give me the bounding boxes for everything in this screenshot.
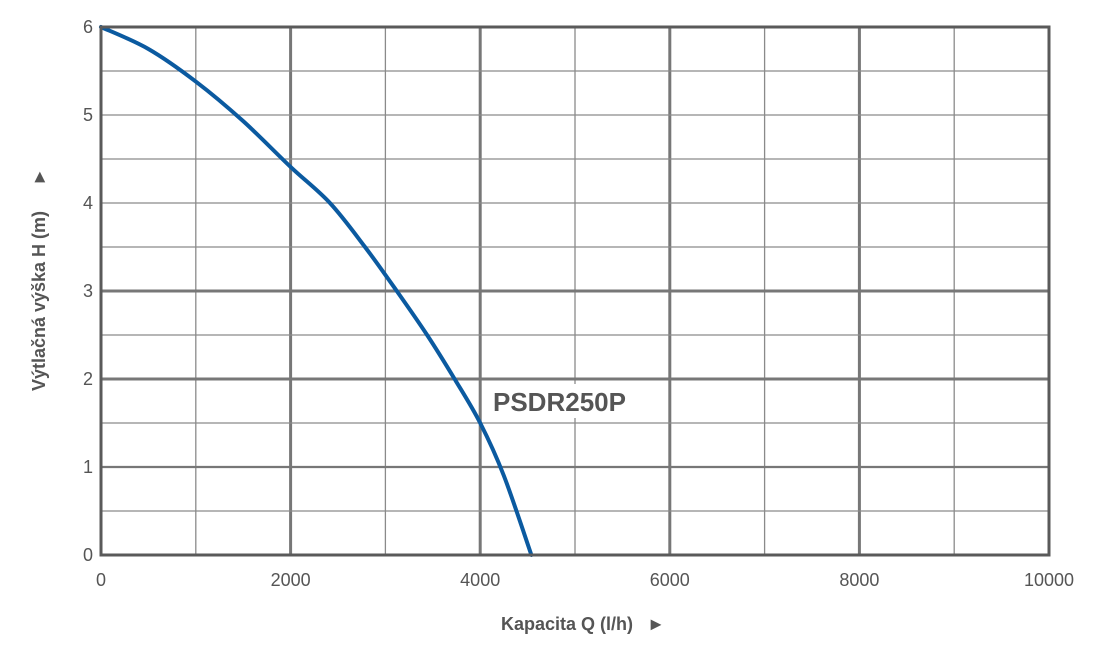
x-tick-label: 10000 xyxy=(1024,570,1074,590)
x-tick-label: 4000 xyxy=(460,570,500,590)
x-tick-label: 8000 xyxy=(839,570,879,590)
x-axis-title: Kapacita Q (l/h) xyxy=(501,614,633,634)
y-tick-label: 3 xyxy=(83,281,93,301)
series-label: PSDR250P xyxy=(493,387,626,417)
y-tick-label: 1 xyxy=(83,457,93,477)
y-tick-label: 0 xyxy=(83,545,93,565)
grid xyxy=(101,27,1049,555)
plot-border xyxy=(99,25,1051,557)
series-label-layer: PSDR250P xyxy=(490,384,642,418)
y-axis-title: Výtlačná výška H (m) xyxy=(29,211,49,391)
x-tick-label: 2000 xyxy=(271,570,311,590)
y-tick-label: 4 xyxy=(83,193,93,213)
y-tick-label: 6 xyxy=(83,17,93,37)
series-label-bg xyxy=(490,384,642,418)
y-tick-label: 5 xyxy=(83,105,93,125)
x-tick-label: 6000 xyxy=(650,570,690,590)
curve-layer xyxy=(99,25,534,557)
y-axis-arrow-icon: ► xyxy=(29,168,49,186)
x-axis-ticks: 0 2000 4000 6000 8000 10000 xyxy=(96,570,1074,590)
y-tick-label: 2 xyxy=(83,369,93,389)
x-axis-arrow-icon: ► xyxy=(647,614,665,634)
x-tick-label: 0 xyxy=(96,570,106,590)
pump-curve-line xyxy=(99,25,534,557)
plot-frame xyxy=(99,25,1051,557)
y-axis-ticks: 0 1 2 3 4 5 6 xyxy=(83,17,93,565)
